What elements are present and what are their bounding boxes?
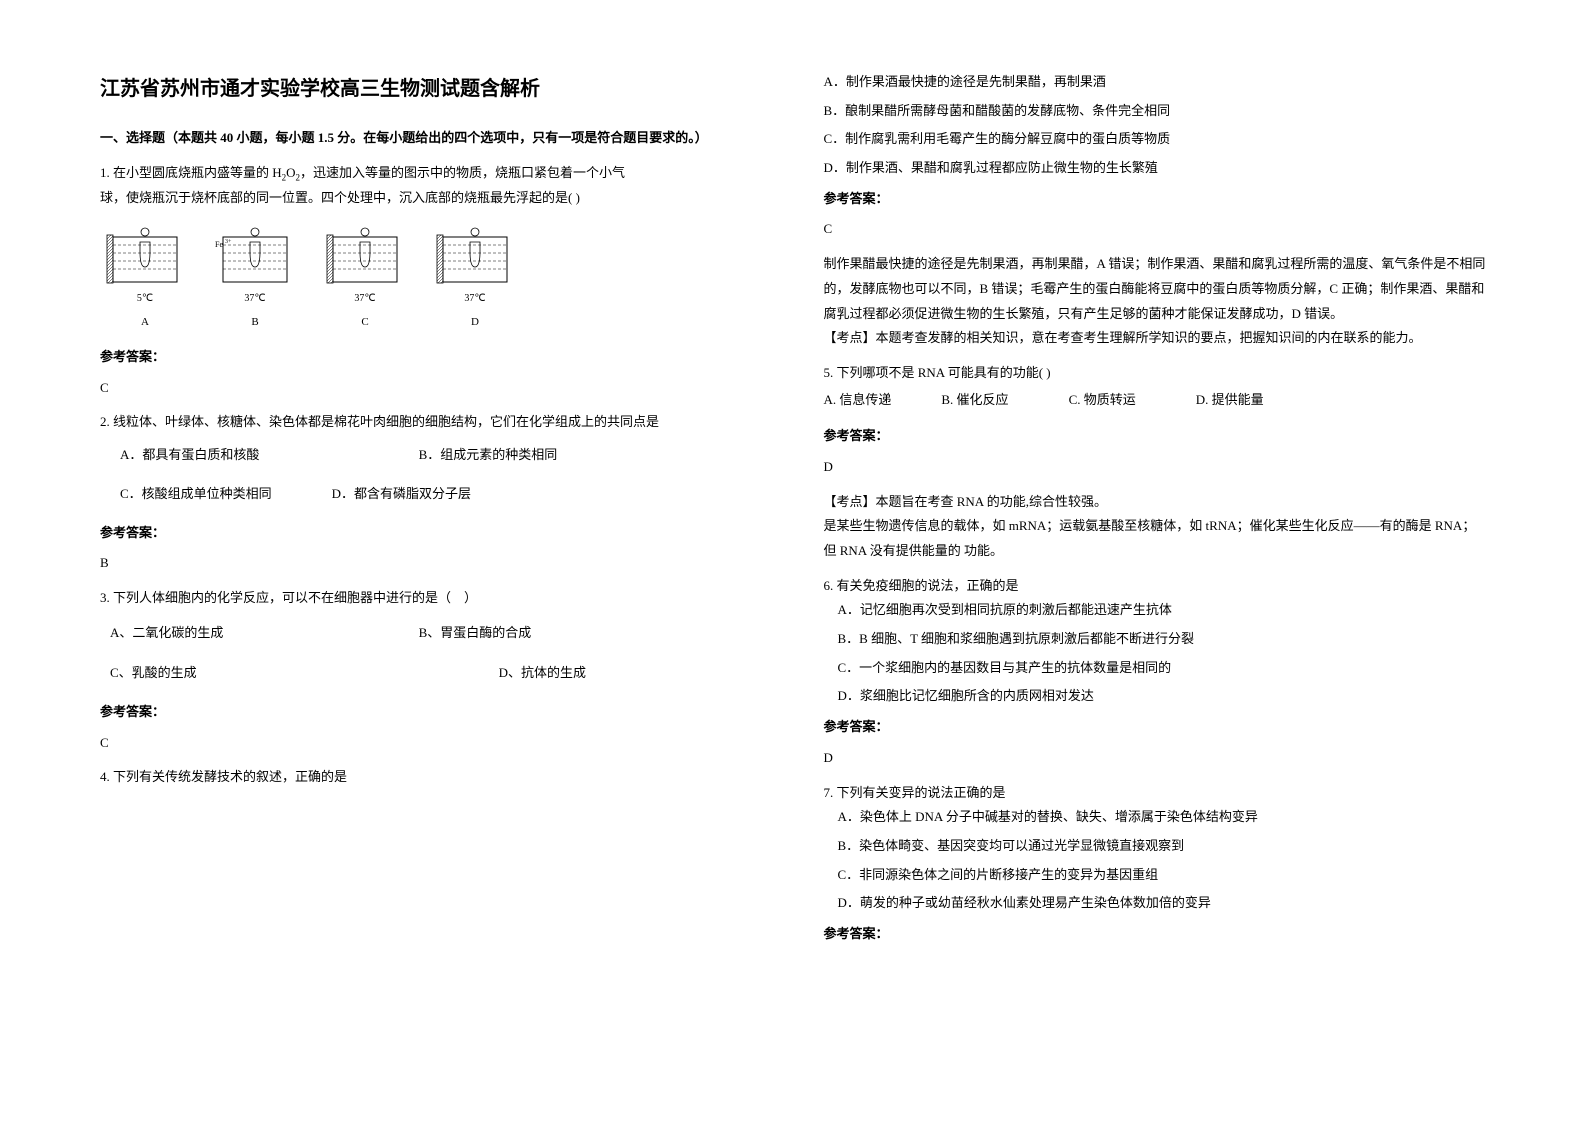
question-2: 2. 线粒体、叶绿体、核糖体、染色体都是棉花叶肉细胞的细胞结构，它们在化学组成上… [100,410,764,575]
flask-b-svg: Fe 3+ [215,217,295,287]
flask-c-svg [325,217,405,287]
q3-options-1: A、二氧化碳的生成 B、胃蛋白酶的合成 [100,621,764,652]
q5-text: 5. 下列哪项不是 RNA 可能具有的功能( ) [824,361,1488,386]
q7-option-a: A．染色体上 DNA 分子中碱基对的替换、缺失、增添属于染色体结构变异 [824,805,1488,830]
q1-text-mid: O [286,165,295,180]
flask-a-svg [105,217,185,287]
q3-option-d: D、抗体的生成 [399,661,698,686]
question-7: 7. 下列有关变异的说法正确的是 A．染色体上 DNA 分子中碱基对的替换、缺失… [824,781,1488,947]
svg-text:Fe: Fe [215,240,223,249]
q5-options: A. 信息传递 B. 催化反应 C. 物质转运 D. 提供能量 [824,388,1488,419]
flask-unit-b: Fe 3+ 37℃ B [210,217,300,333]
q3-text: 3. 下列人体细胞内的化学反应，可以不在细胞器中进行的是（ ） [100,586,764,611]
q4-text: 4. 下列有关传统发酵技术的叙述，正确的是 [100,765,764,790]
q3-option-a: A、二氧化碳的生成 [100,621,399,646]
q4-answer: C [824,217,1488,242]
q5-answer-label: 参考答案： [824,424,1488,449]
flask-a-temp: 5℃ [137,289,153,308]
question-5: 5. 下列哪项不是 RNA 可能具有的功能( ) A. 信息传递 B. 催化反应… [824,361,1488,564]
q2-option-c: C．核酸组成单位种类相同 [100,482,272,507]
q4-answer-label: 参考答案： [824,187,1488,212]
question-1: 1. 在小型圆底烧瓶内盛等量的 H2O2，迅速加入等量的图示中的物质，烧瓶口紧包… [100,161,764,401]
q6-option-a: A．记忆细胞再次受到相同抗原的刺激后都能迅速产生抗体 [824,598,1488,623]
q5-answer: D [824,455,1488,480]
flask-unit-d: 37℃ D [430,217,520,333]
flask-c-temp: 37℃ [354,289,375,308]
q1-text-line2: 球，使烧瓶沉于烧杯底部的同一位置。四个处理中，沉入底部的烧瓶最先浮起的是( ) [100,186,764,211]
flask-d-temp: 37℃ [464,289,485,308]
flask-unit-a: 5℃ A [100,217,190,333]
q1-answer-label: 参考答案： [100,345,764,370]
flask-a-letter: A [141,312,149,333]
flask-c-letter: C [361,312,368,333]
q2-options-2: C．核酸组成单位种类相同 D．都含有磷脂双分子层 [100,482,764,513]
q5-option-d: D. 提供能量 [1196,388,1264,413]
svg-text:3+: 3+ [225,239,232,245]
flask-b-letter: B [251,312,258,333]
q2-text: 2. 线粒体、叶绿体、核糖体、染色体都是棉花叶肉细胞的细胞结构，它们在化学组成上… [100,410,764,435]
q5-option-b: B. 催化反应 [941,388,1008,413]
q7-option-d: D．萌发的种子或幼苗经秋水仙素处理易产生染色体数加倍的变异 [824,891,1488,916]
q5-option-c: C. 物质转运 [1069,388,1136,413]
section-heading: 一、选择题（本题共 40 小题，每小题 1.5 分。在每小题给出的四个选项中，只… [100,126,764,151]
q6-option-d: D．浆细胞比记忆细胞所含的内质网相对发达 [824,684,1488,709]
page-container: 江苏省苏州市通才实验学校高三生物测试题含解析 一、选择题（本题共 40 小题，每… [100,70,1487,1082]
q1-text-part1b: ，迅速加入等量的图示中的物质，烧瓶口紧包着一个小气 [300,165,625,180]
q4-option-d: D．制作果酒、果醋和腐乳过程都应防止微生物的生长繁殖 [824,156,1488,181]
left-column: 江苏省苏州市通才实验学校高三生物测试题含解析 一、选择题（本题共 40 小题，每… [100,70,764,1082]
q5-option-a: A. 信息传递 [824,388,892,413]
q7-text: 7. 下列有关变异的说法正确的是 [824,781,1488,806]
question-6: 6. 有关免疫细胞的说法，正确的是 A．记忆细胞再次受到相同抗原的刺激后都能迅速… [824,574,1488,771]
q3-option-c: C、乳酸的生成 [100,661,399,686]
q2-options: A．都具有蛋白质和核酸 B．组成元素的种类相同 [100,443,764,474]
question-4-options: A．制作果酒最快捷的途径是先制果醋，再制果酒 B．酿制果醋所需酵母菌和醋酸菌的发… [824,70,1488,351]
q4-option-c: C．制作腐乳需利用毛霉产生的酶分解豆腐中的蛋白质等物质 [824,127,1488,152]
q4-option-b: B．酿制果醋所需酵母菌和醋酸菌的发酵底物、条件完全相同 [824,99,1488,124]
q5-analysis: 是某些生物遗传信息的载体，如 mRNA；运载氨基酸至核糖体，如 tRNA；催化某… [824,514,1488,563]
q6-option-c: C．一个浆细胞内的基因数目与其产生的抗体数量是相同的 [824,656,1488,681]
q7-answer-label: 参考答案： [824,922,1488,947]
q1-text: 1. 在小型圆底烧瓶内盛等量的 H2O2，迅速加入等量的图示中的物质，烧瓶口紧包… [100,161,764,187]
page-title: 江苏省苏州市通才实验学校高三生物测试题含解析 [100,70,764,108]
q3-answer-label: 参考答案： [100,700,764,725]
q1-text-part1: 1. 在小型圆底烧瓶内盛等量的 H [100,165,282,180]
flask-d-letter: D [471,312,479,333]
q4-kaodian: 【考点】本题考查发酵的相关知识，意在考查考生理解所学知识的要点，把握知识间的内在… [824,326,1488,351]
flask-unit-c: 37℃ C [320,217,410,333]
q7-option-c: C．非同源染色体之间的片断移接产生的变异为基因重组 [824,863,1488,888]
q3-answer: C [100,731,764,756]
flask-b-temp: 37℃ [244,289,265,308]
q1-answer: C [100,376,764,401]
q6-answer: D [824,746,1488,771]
q2-option-b: B．组成元素的种类相同 [399,443,698,468]
question-3: 3. 下列人体细胞内的化学反应，可以不在细胞器中进行的是（ ） A、二氧化碳的生… [100,586,764,755]
q6-option-b: B．B 细胞、T 细胞和浆细胞遇到抗原刺激后都能不断进行分裂 [824,627,1488,652]
question-4-stem: 4. 下列有关传统发酵技术的叙述，正确的是 [100,765,764,790]
q3-options-2: C、乳酸的生成 D、抗体的生成 [100,661,764,692]
q6-answer-label: 参考答案： [824,715,1488,740]
right-column: A．制作果酒最快捷的途径是先制果醋，再制果酒 B．酿制果醋所需酵母菌和醋酸菌的发… [824,70,1488,1082]
q5-kaodian: 【考点】本题旨在考查 RNA 的功能,综合性较强。 [824,490,1488,515]
q1-figure: 5℃ A Fe 3+ 37℃ [100,223,520,333]
q4-option-a: A．制作果酒最快捷的途径是先制果醋，再制果酒 [824,70,1488,95]
q7-option-b: B．染色体畸变、基因突变均可以通过光学显微镜直接观察到 [824,834,1488,859]
q2-option-d: D．都含有磷脂双分子层 [312,482,471,507]
q6-text: 6. 有关免疫细胞的说法，正确的是 [824,574,1488,599]
flask-d-svg [435,217,515,287]
q4-analysis: 制作果醋最快捷的途径是先制果酒，再制果醋，A 错误；制作果酒、果醋和腐乳过程所需… [824,252,1488,326]
q2-answer-label: 参考答案： [100,521,764,546]
q2-option-a: A．都具有蛋白质和核酸 [100,443,399,468]
q3-option-b: B、胃蛋白酶的合成 [399,621,698,646]
q2-answer: B [100,551,764,576]
